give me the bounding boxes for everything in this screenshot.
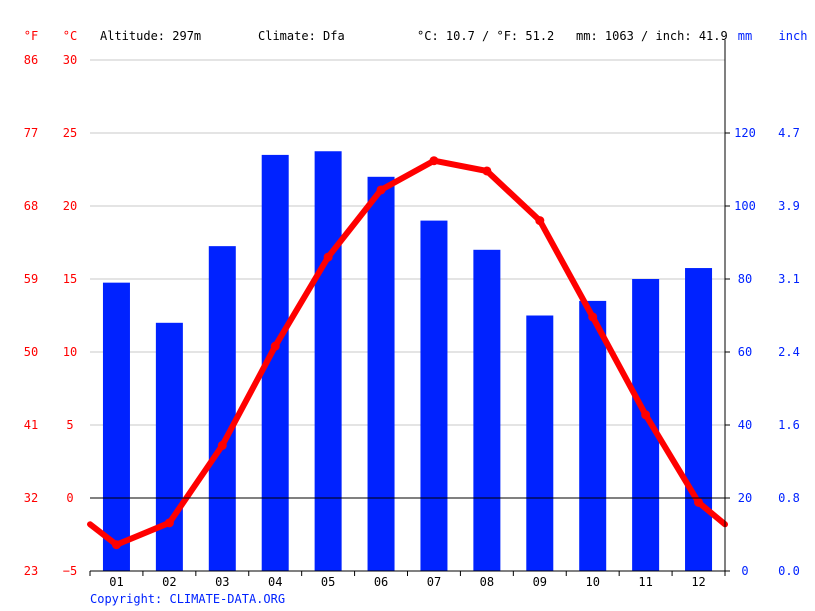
x-tick-label: 08 bbox=[480, 575, 494, 589]
fahrenheit-tick-label: 50 bbox=[24, 345, 38, 359]
x-tick-label: 04 bbox=[268, 575, 282, 589]
temperature-line-path bbox=[87, 157, 728, 548]
mm-tick-label: 0 bbox=[741, 564, 748, 578]
temperature-point bbox=[270, 341, 280, 351]
temperature-average-label: °C: 10.7 / °F: 51.2 bbox=[417, 29, 554, 43]
fahrenheit-tick-label: 23 bbox=[24, 564, 38, 578]
x-tick-label: 10 bbox=[585, 575, 599, 589]
inch-tick-label: 3.1 bbox=[778, 272, 800, 286]
x-tick-label: 11 bbox=[638, 575, 652, 589]
inch-tick-label: 3.9 bbox=[778, 199, 800, 213]
fahrenheit-tick-label: 77 bbox=[24, 126, 38, 140]
fahrenheit-tick-label: 86 bbox=[24, 53, 38, 67]
celsius-tick-label: 30 bbox=[63, 53, 77, 67]
temperature-point bbox=[323, 252, 333, 262]
temperature-point bbox=[111, 540, 121, 550]
precipitation-bar bbox=[473, 249, 501, 572]
temperature-point bbox=[535, 216, 545, 226]
fahrenheit-tick-label: 68 bbox=[24, 199, 38, 213]
temperature-point bbox=[164, 518, 174, 528]
inch-tick-label: 0.0 bbox=[778, 564, 800, 578]
celsius-tick-label: 10 bbox=[63, 345, 77, 359]
mm-tick-label: 60 bbox=[738, 345, 752, 359]
unit-fahrenheit-label: °F bbox=[24, 29, 38, 43]
mm-tick-label: 120 bbox=[734, 126, 756, 140]
temperature-point bbox=[694, 497, 704, 507]
inch-tick-label: 0.8 bbox=[778, 491, 800, 505]
celsius-tick-label: 25 bbox=[63, 126, 77, 140]
precipitation-bars bbox=[102, 151, 713, 572]
celsius-tick-label: 15 bbox=[63, 272, 77, 286]
unit-mm-label: mm bbox=[738, 29, 752, 43]
copyright-label: Copyright: CLIMATE-DATA.ORG bbox=[90, 592, 285, 606]
precipitation-bar bbox=[314, 151, 342, 571]
x-tick-label: 03 bbox=[215, 575, 229, 589]
precipitation-total-label: mm: 1063 / inch: 41.9 bbox=[576, 29, 728, 43]
precipitation-bar bbox=[102, 282, 130, 571]
temperature-point bbox=[376, 185, 386, 195]
celsius-tick-label: −5 bbox=[63, 564, 77, 578]
precipitation-bar bbox=[579, 300, 607, 571]
x-tick-label: 05 bbox=[321, 575, 335, 589]
precipitation-bar bbox=[155, 322, 183, 571]
temperature-point bbox=[641, 410, 651, 420]
unit-celsius-label: °C bbox=[63, 29, 77, 43]
precipitation-bar bbox=[367, 176, 395, 572]
fahrenheit-tick-label: 59 bbox=[24, 272, 38, 286]
temperature-line bbox=[87, 156, 728, 550]
x-tick-label: 12 bbox=[691, 575, 705, 589]
x-tick-label: 01 bbox=[109, 575, 123, 589]
x-tick-label: 09 bbox=[533, 575, 547, 589]
precipitation-bar bbox=[685, 268, 713, 571]
mm-tick-label: 100 bbox=[734, 199, 756, 213]
mm-tick-label: 20 bbox=[738, 491, 752, 505]
celsius-tick-label: 20 bbox=[63, 199, 77, 213]
temperature-point bbox=[429, 156, 439, 166]
x-tick-label: 02 bbox=[162, 575, 176, 589]
temperature-point bbox=[588, 312, 598, 322]
unit-inch-label: inch bbox=[779, 29, 808, 43]
mm-tick-label: 80 bbox=[738, 272, 752, 286]
precipitation-bar bbox=[526, 315, 554, 571]
x-tick-label: 07 bbox=[427, 575, 441, 589]
altitude-label: Altitude: 297m bbox=[100, 29, 201, 43]
fahrenheit-tick-label: 32 bbox=[24, 491, 38, 505]
climate-label: Climate: Dfa bbox=[258, 29, 345, 43]
inch-tick-label: 4.7 bbox=[778, 126, 800, 140]
temperature-point bbox=[217, 440, 227, 450]
grid-lines bbox=[90, 59, 725, 426]
inch-tick-label: 2.4 bbox=[778, 345, 800, 359]
precipitation-bar bbox=[420, 220, 448, 571]
fahrenheit-tick-label: 41 bbox=[24, 418, 38, 432]
mm-tick-label: 40 bbox=[738, 418, 752, 432]
x-tick-label: 06 bbox=[374, 575, 388, 589]
celsius-tick-label: 5 bbox=[66, 418, 73, 432]
inch-tick-label: 1.6 bbox=[778, 418, 800, 432]
temperature-point bbox=[482, 166, 492, 176]
celsius-tick-label: 0 bbox=[66, 491, 73, 505]
precipitation-bar bbox=[208, 246, 236, 571]
